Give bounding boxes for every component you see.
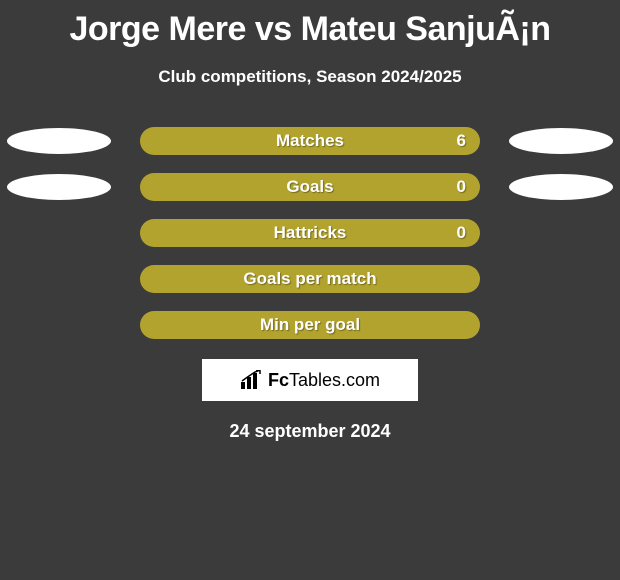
stat-label: Min per goal — [260, 315, 360, 335]
stats-chart: Matches 6 Goals 0 Hattricks 0 Goals per match M… — [0, 127, 620, 339]
stat-value: 0 — [457, 177, 466, 197]
right-spacer — [509, 266, 613, 292]
left-spacer — [7, 266, 111, 292]
date-text: 24 september 2024 — [229, 421, 390, 442]
brand-text: FcTables.com — [268, 370, 380, 391]
brand-inner: FcTables.com — [240, 370, 380, 391]
stat-bar: Matches 6 — [140, 127, 480, 155]
right-spacer — [509, 312, 613, 338]
brand-bars-icon — [240, 370, 264, 390]
stat-label: Matches — [276, 131, 344, 151]
left-spacer — [7, 312, 111, 338]
stat-value: 6 — [457, 131, 466, 151]
stat-bar: Min per goal — [140, 311, 480, 339]
subtitle: Club competitions, Season 2024/2025 — [158, 67, 461, 87]
stat-value: 0 — [457, 223, 466, 243]
stat-label: Goals per match — [243, 269, 376, 289]
stat-bar: Hattricks 0 — [140, 219, 480, 247]
brand-rest: Tables.com — [289, 370, 380, 390]
stat-row: Min per goal — [0, 311, 620, 339]
left-spacer — [7, 220, 111, 246]
stat-row: Matches 6 — [0, 127, 620, 155]
stat-row: Goals 0 — [0, 173, 620, 201]
page-title: Jorge Mere vs Mateu SanjuÃ¡n — [69, 10, 550, 49]
left-ellipse — [7, 174, 111, 200]
stat-row: Hattricks 0 — [0, 219, 620, 247]
stat-bar: Goals 0 — [140, 173, 480, 201]
right-spacer — [509, 220, 613, 246]
right-ellipse — [509, 174, 613, 200]
stat-label: Goals — [286, 177, 333, 197]
stat-label: Hattricks — [274, 223, 347, 243]
right-ellipse — [509, 128, 613, 154]
brand-bold: Fc — [268, 370, 289, 390]
left-ellipse — [7, 128, 111, 154]
stat-bar: Goals per match — [140, 265, 480, 293]
comparison-infographic: Jorge Mere vs Mateu SanjuÃ¡n Club compet… — [0, 0, 620, 442]
brand-box: FcTables.com — [202, 359, 418, 401]
stat-row: Goals per match — [0, 265, 620, 293]
